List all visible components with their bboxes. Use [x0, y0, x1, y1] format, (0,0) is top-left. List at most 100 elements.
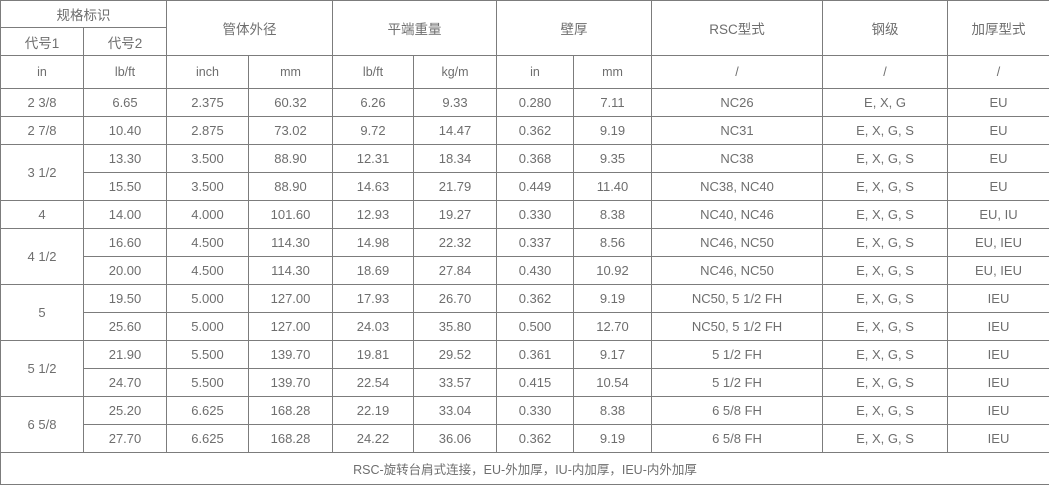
od-inch-cell: 2.875 [167, 117, 249, 145]
weight-kgm-cell: 9.33 [414, 89, 497, 117]
weight-kgm-cell: 18.34 [414, 145, 497, 173]
od-inch-cell: 6.625 [167, 425, 249, 453]
wall-mm-cell: 8.38 [574, 397, 652, 425]
od-mm-cell: 168.28 [249, 425, 333, 453]
upset-type-cell: EU, IU [948, 201, 1049, 229]
nominal-weight-cell: 25.20 [84, 397, 167, 425]
nominal-weight-cell: 24.70 [84, 369, 167, 397]
weight-lbft-cell: 14.98 [333, 229, 414, 257]
nominal-weight-cell: 6.65 [84, 89, 167, 117]
nominal-weight-cell: 10.40 [84, 117, 167, 145]
nominal-weight-cell: 19.50 [84, 285, 167, 313]
steel-grade-cell: E, X, G [823, 89, 948, 117]
od-mm-cell: 127.00 [249, 285, 333, 313]
od-inch-cell: 3.500 [167, 145, 249, 173]
steel-grade-cell: E, X, G, S [823, 397, 948, 425]
weight-kgm-cell: 27.84 [414, 257, 497, 285]
weight-kgm-cell: 22.32 [414, 229, 497, 257]
upset-type-cell: IEU [948, 285, 1049, 313]
od-mm-cell: 114.30 [249, 229, 333, 257]
steel-grade-cell: E, X, G, S [823, 425, 948, 453]
weight-lbft-cell: 19.81 [333, 341, 414, 369]
designation-cell: 4 1/2 [1, 229, 84, 285]
upset-type-cell: EU [948, 145, 1049, 173]
header-group-outside-diameter: 管体外径 [167, 1, 333, 56]
nominal-weight-cell: 20.00 [84, 257, 167, 285]
header-unit-od-inch: inch [167, 56, 249, 89]
weight-lbft-cell: 12.93 [333, 201, 414, 229]
wall-in-cell: 0.330 [497, 397, 574, 425]
upset-type-cell: EU, IEU [948, 257, 1049, 285]
od-mm-cell: 127.00 [249, 313, 333, 341]
rsc-type-cell: NC26 [652, 89, 823, 117]
steel-grade-cell: E, X, G, S [823, 257, 948, 285]
header-group-designation: 规格标识 [1, 1, 167, 28]
od-inch-cell: 2.375 [167, 89, 249, 117]
upset-type-cell: IEU [948, 425, 1049, 453]
steel-grade-cell: E, X, G, S [823, 117, 948, 145]
rsc-type-cell: NC31 [652, 117, 823, 145]
header-unit-wall-in: in [497, 56, 574, 89]
weight-lbft-cell: 24.22 [333, 425, 414, 453]
weight-lbft-cell: 6.26 [333, 89, 414, 117]
header-unit-upset-type: / [948, 56, 1049, 89]
designation-cell: 5 1/2 [1, 341, 84, 397]
od-mm-cell: 168.28 [249, 397, 333, 425]
table-header: 规格标识 管体外径 平端重量 壁厚 RSC型式 钢级 加厚型式 代号1 代号2 … [1, 1, 1049, 89]
table-footer: RSC-旋转台肩式连接，EU-外加厚，IU-内加厚，IEU-内外加厚 [1, 453, 1049, 485]
od-mm-cell: 73.02 [249, 117, 333, 145]
upset-type-cell: IEU [948, 341, 1049, 369]
wall-in-cell: 0.330 [497, 201, 574, 229]
nominal-weight-cell: 21.90 [84, 341, 167, 369]
weight-lbft-cell: 22.54 [333, 369, 414, 397]
steel-grade-cell: E, X, G, S [823, 229, 948, 257]
wall-mm-cell: 8.56 [574, 229, 652, 257]
weight-kgm-cell: 26.70 [414, 285, 497, 313]
wall-in-cell: 0.280 [497, 89, 574, 117]
weight-kgm-cell: 14.47 [414, 117, 497, 145]
header-unit-od-mm: mm [249, 56, 333, 89]
steel-grade-cell: E, X, G, S [823, 285, 948, 313]
weight-kgm-cell: 21.79 [414, 173, 497, 201]
wall-mm-cell: 12.70 [574, 313, 652, 341]
wall-mm-cell: 11.40 [574, 173, 652, 201]
header-sub-code-1: 代号1 [1, 28, 84, 56]
weight-kgm-cell: 19.27 [414, 201, 497, 229]
header-sub-code-2: 代号2 [84, 28, 167, 56]
weight-lbft-cell: 18.69 [333, 257, 414, 285]
nominal-weight-cell: 16.60 [84, 229, 167, 257]
od-inch-cell: 4.000 [167, 201, 249, 229]
header-unit-weight-kgm: kg/m [414, 56, 497, 89]
wall-mm-cell: 9.19 [574, 425, 652, 453]
header-group-wall-thickness: 壁厚 [497, 1, 652, 56]
od-inch-cell: 4.500 [167, 229, 249, 257]
rsc-type-cell: 6 5/8 FH [652, 425, 823, 453]
wall-in-cell: 0.415 [497, 369, 574, 397]
nominal-weight-cell: 14.00 [84, 201, 167, 229]
od-inch-cell: 5.000 [167, 313, 249, 341]
wall-in-cell: 0.500 [497, 313, 574, 341]
wall-mm-cell: 7.11 [574, 89, 652, 117]
rsc-type-cell: 5 1/2 FH [652, 341, 823, 369]
weight-lbft-cell: 24.03 [333, 313, 414, 341]
rsc-type-cell: NC40, NC46 [652, 201, 823, 229]
weight-lbft-cell: 12.31 [333, 145, 414, 173]
rsc-type-cell: NC38, NC40 [652, 173, 823, 201]
upset-type-cell: EU, IEU [948, 229, 1049, 257]
rsc-type-cell: NC46, NC50 [652, 257, 823, 285]
steel-grade-cell: E, X, G, S [823, 341, 948, 369]
od-inch-cell: 5.000 [167, 285, 249, 313]
header-row-group: 规格标识 管体外径 平端重量 壁厚 RSC型式 钢级 加厚型式 [1, 1, 1049, 28]
od-mm-cell: 114.30 [249, 257, 333, 285]
od-inch-cell: 4.500 [167, 257, 249, 285]
od-inch-cell: 6.625 [167, 397, 249, 425]
designation-cell: 2 7/8 [1, 117, 84, 145]
